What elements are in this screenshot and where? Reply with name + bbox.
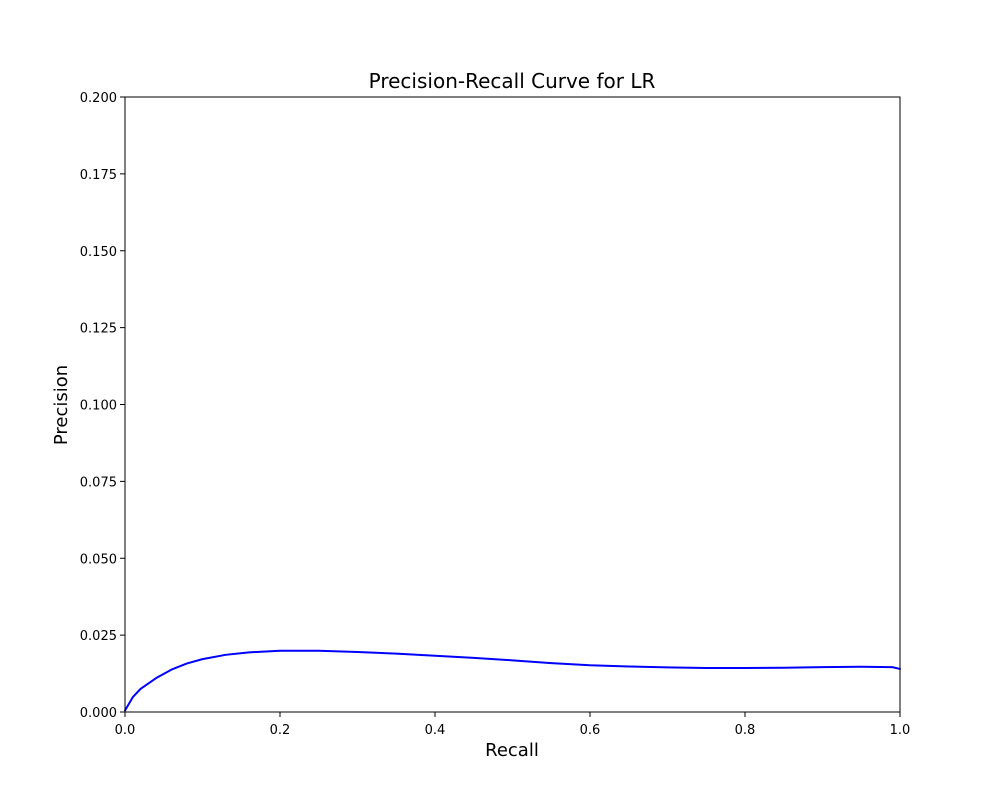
y-tick-label: 0.125 bbox=[80, 322, 117, 337]
x-axis-label: Recall bbox=[485, 740, 539, 761]
y-tick-label: 0.150 bbox=[80, 245, 117, 260]
y-tick-label: 0.025 bbox=[80, 629, 117, 644]
y-axis-label: Precision bbox=[51, 365, 72, 445]
x-tick-label: 0.4 bbox=[425, 723, 446, 738]
series-line bbox=[124, 649, 901, 712]
y-tick-label: 0.050 bbox=[80, 552, 117, 567]
x-tick-label: 0.8 bbox=[735, 723, 756, 738]
x-tick-label: 0.6 bbox=[580, 723, 601, 738]
chart-title: Precision-Recall Curve for LR bbox=[369, 69, 656, 93]
x-tick-label: 1.0 bbox=[890, 723, 911, 738]
x-tick-label: 0.0 bbox=[115, 723, 136, 738]
plot-frame bbox=[124, 96, 901, 713]
y-tick-label: 0.175 bbox=[80, 168, 117, 183]
y-tick-label: 0.200 bbox=[80, 91, 117, 106]
y-tick-label: 0.075 bbox=[80, 475, 117, 490]
plot-area bbox=[124, 96, 901, 713]
x-tick-label: 0.2 bbox=[270, 723, 291, 738]
y-axis: 0.000 0.025 0.050 0.075 0.100 0.125 0.150 0.175… bbox=[80, 91, 125, 721]
y-tick-label: 0.000 bbox=[80, 706, 117, 721]
x-axis: 0.0 0.2 0.4 0.6 0.8 1.0 bbox=[115, 712, 911, 738]
y-tick-label: 0.100 bbox=[80, 399, 117, 414]
